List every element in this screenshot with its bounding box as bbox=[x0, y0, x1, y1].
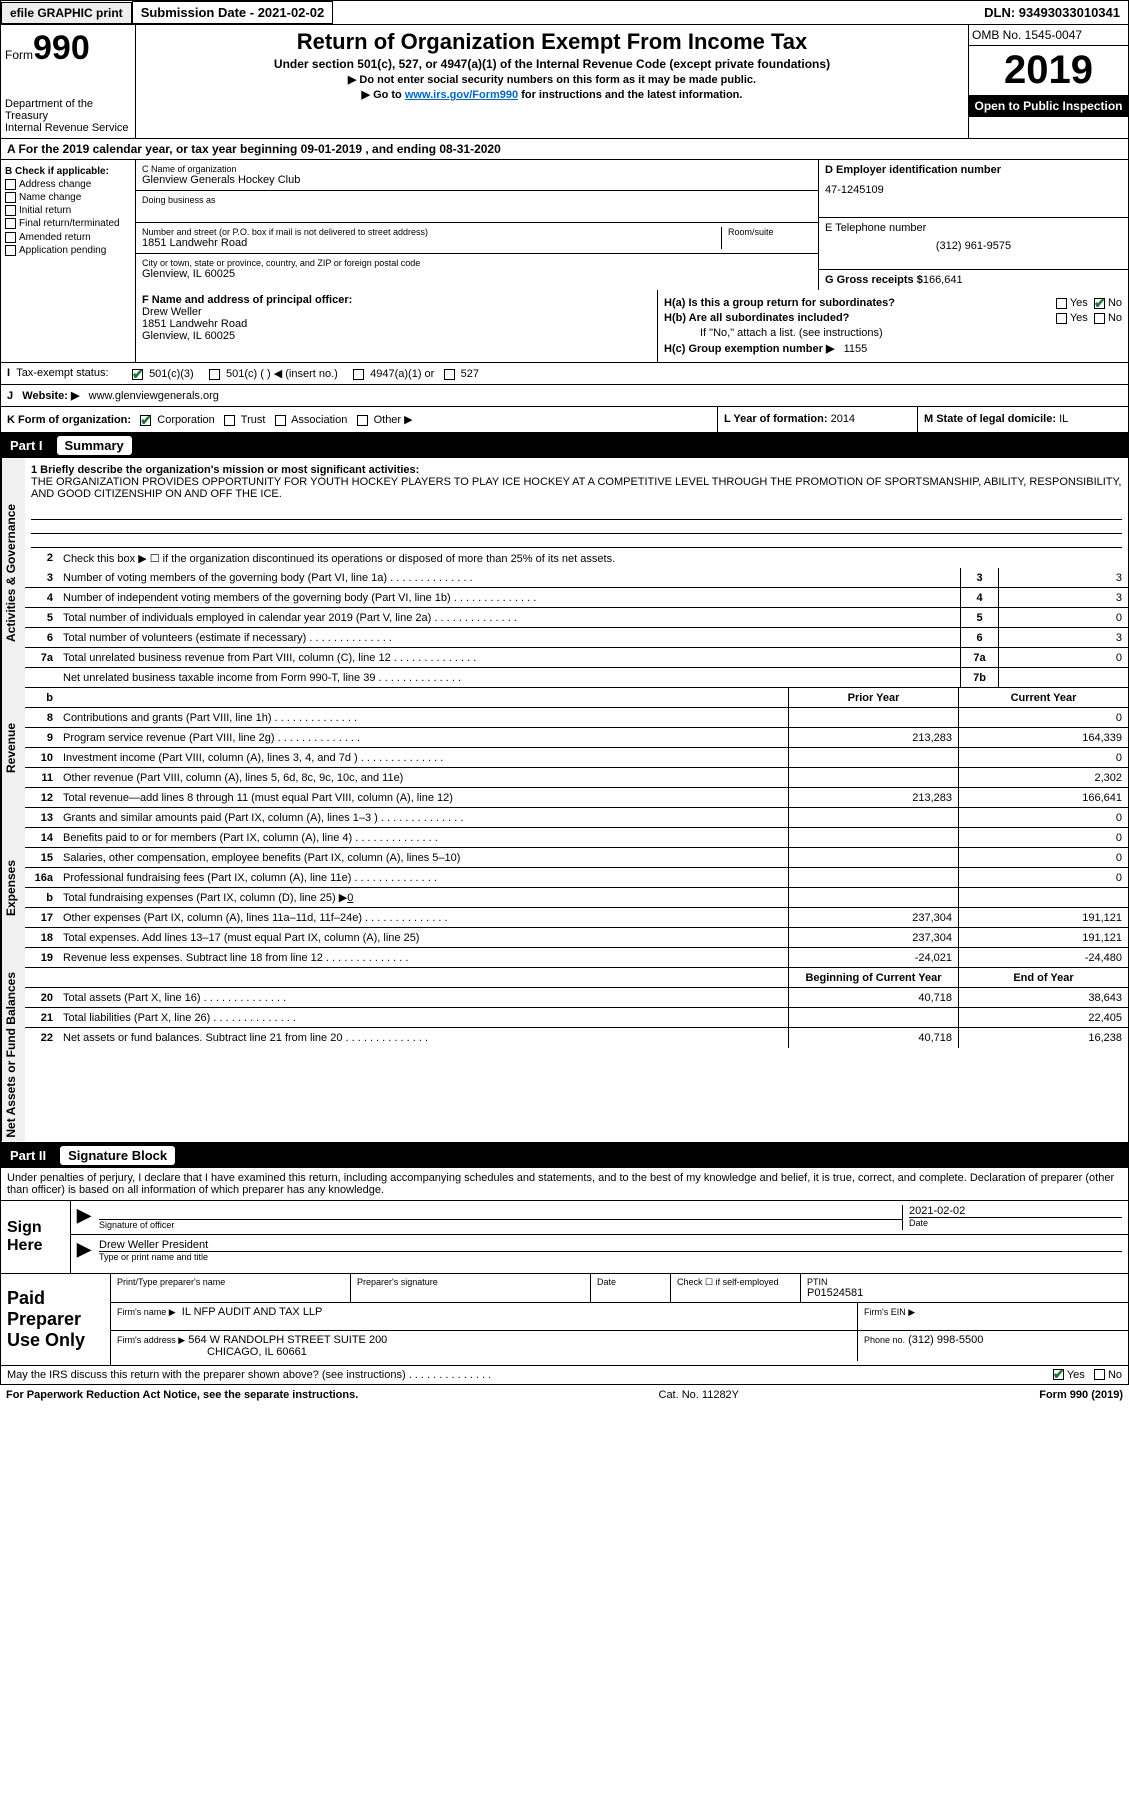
checkbox-initial-return[interactable] bbox=[5, 205, 16, 216]
vtab-activities: Activities & Governance bbox=[1, 458, 25, 688]
hb-yes[interactable] bbox=[1056, 313, 1067, 324]
part-i-header: Part I Summary bbox=[0, 433, 1129, 458]
submission-date: Submission Date - 2021-02-02 bbox=[132, 1, 334, 24]
tax-status-row: I Tax-exempt status: 501(c)(3) 501(c) ( … bbox=[0, 363, 1129, 385]
discuss-no[interactable] bbox=[1094, 1369, 1105, 1380]
principal-officer: F Name and address of principal officer:… bbox=[136, 290, 658, 362]
discuss-row: May the IRS discuss this return with the… bbox=[0, 1366, 1129, 1385]
cbx-trust[interactable] bbox=[224, 415, 235, 426]
discuss-yes[interactable] bbox=[1053, 1369, 1064, 1380]
part-ii-header: Part II Signature Block bbox=[0, 1143, 1129, 1168]
col-b-checkboxes: B Check if applicable: Address change Na… bbox=[1, 160, 136, 290]
dept-treasury: Department of the Treasury Internal Reve… bbox=[5, 98, 131, 134]
sign-here-label: Sign Here bbox=[1, 1201, 71, 1273]
sign-here-block: Sign Here ▶ Signature of officer 2021-02… bbox=[0, 1201, 1129, 1274]
h-group-return: H(a) Is this a group return for subordin… bbox=[658, 290, 1128, 362]
arrow-icon: ▶ bbox=[77, 1239, 99, 1262]
checkbox-application-pending[interactable] bbox=[5, 245, 16, 256]
col-d-ein-phone: D Employer identification number 47-1245… bbox=[818, 160, 1128, 290]
street-address: 1851 Landwehr Road bbox=[142, 237, 715, 249]
open-public: Open to Public Inspection bbox=[969, 95, 1128, 117]
cbx-assoc[interactable] bbox=[275, 415, 286, 426]
summary-section: Activities & Governance 1 Briefly descri… bbox=[0, 458, 1129, 1143]
gross-label: G Gross receipts $ bbox=[825, 274, 923, 286]
website-row: J Website: ▶ www.glenviewgenerals.org bbox=[0, 385, 1129, 407]
checkbox-final-return[interactable] bbox=[5, 218, 16, 229]
city-label: City or town, state or province, country… bbox=[142, 258, 812, 268]
cbx-corp[interactable] bbox=[140, 415, 151, 426]
hb-no[interactable] bbox=[1094, 313, 1105, 324]
cbx-other[interactable] bbox=[357, 415, 368, 426]
paid-preparer-label: Paid Preparer Use Only bbox=[1, 1274, 111, 1365]
row-k: K Form of organization: Corporation Trus… bbox=[0, 407, 1129, 433]
ein: 47-1245109 bbox=[825, 184, 1122, 196]
cbx-527[interactable] bbox=[444, 369, 455, 380]
phone: (312) 961-9575 bbox=[825, 240, 1122, 252]
signature-intro: Under penalties of perjury, I declare th… bbox=[0, 1168, 1129, 1201]
efile-print-button[interactable]: efile GRAPHIC print bbox=[1, 2, 132, 24]
form-header: Form990 Department of the Treasury Inter… bbox=[0, 25, 1129, 139]
subtitle-1: Under section 501(c), 527, or 4947(a)(1)… bbox=[144, 57, 960, 71]
entity-grid: B Check if applicable: Address change Na… bbox=[0, 160, 1129, 290]
col-c-org-info: C Name of organization Glenview Generals… bbox=[136, 160, 818, 290]
website: www.glenviewgenerals.org bbox=[89, 390, 219, 402]
dba-label: Doing business as bbox=[142, 195, 812, 205]
cbx-4947[interactable] bbox=[353, 369, 364, 380]
room-label: Room/suite bbox=[728, 227, 812, 237]
vtab-expenses: Expenses bbox=[1, 808, 25, 968]
checkbox-address-change[interactable] bbox=[5, 179, 16, 190]
addr-label: Number and street (or P.O. box if mail i… bbox=[142, 227, 715, 237]
org-name-label: C Name of organization bbox=[142, 164, 812, 174]
top-bar: efile GRAPHIC print Submission Date - 20… bbox=[0, 0, 1129, 25]
vtab-net-assets: Net Assets or Fund Balances bbox=[1, 968, 25, 1142]
gross-receipts: 166,641 bbox=[923, 274, 963, 286]
ha-no[interactable] bbox=[1094, 298, 1105, 309]
phone-label: E Telephone number bbox=[825, 222, 1122, 234]
ha-yes[interactable] bbox=[1056, 298, 1067, 309]
checkbox-amended-return[interactable] bbox=[5, 232, 16, 243]
subtitle-3: ▶ Go to www.irs.gov/Form990 for instruct… bbox=[144, 88, 960, 101]
subtitle-2: ▶ Do not enter social security numbers o… bbox=[144, 73, 960, 86]
row-a-tax-year: A For the 2019 calendar year, or tax yea… bbox=[0, 139, 1129, 160]
arrow-icon: ▶ bbox=[77, 1205, 99, 1230]
tax-year: 2019 bbox=[969, 46, 1128, 95]
officer-h-row: F Name and address of principal officer:… bbox=[0, 290, 1129, 363]
ein-label: D Employer identification number bbox=[825, 164, 1122, 176]
vtab-revenue: Revenue bbox=[1, 688, 25, 808]
omb-number: OMB No. 1545-0047 bbox=[969, 25, 1128, 46]
dln: DLN: 93493033010341 bbox=[976, 2, 1128, 23]
instructions-link[interactable]: www.irs.gov/Form990 bbox=[405, 89, 518, 101]
form-title: Return of Organization Exempt From Incom… bbox=[144, 29, 960, 55]
paid-preparer-block: Paid Preparer Use Only Print/Type prepar… bbox=[0, 1274, 1129, 1366]
cbx-501c3[interactable] bbox=[132, 369, 143, 380]
city-state-zip: Glenview, IL 60025 bbox=[142, 268, 812, 280]
org-name: Glenview Generals Hockey Club bbox=[142, 174, 812, 186]
form-number: Form990 bbox=[5, 29, 131, 68]
page-footer: For Paperwork Reduction Act Notice, see … bbox=[0, 1385, 1129, 1405]
cbx-501c[interactable] bbox=[209, 369, 220, 380]
checkbox-name-change[interactable] bbox=[5, 192, 16, 203]
mission-block: 1 Briefly describe the organization's mi… bbox=[25, 458, 1128, 506]
